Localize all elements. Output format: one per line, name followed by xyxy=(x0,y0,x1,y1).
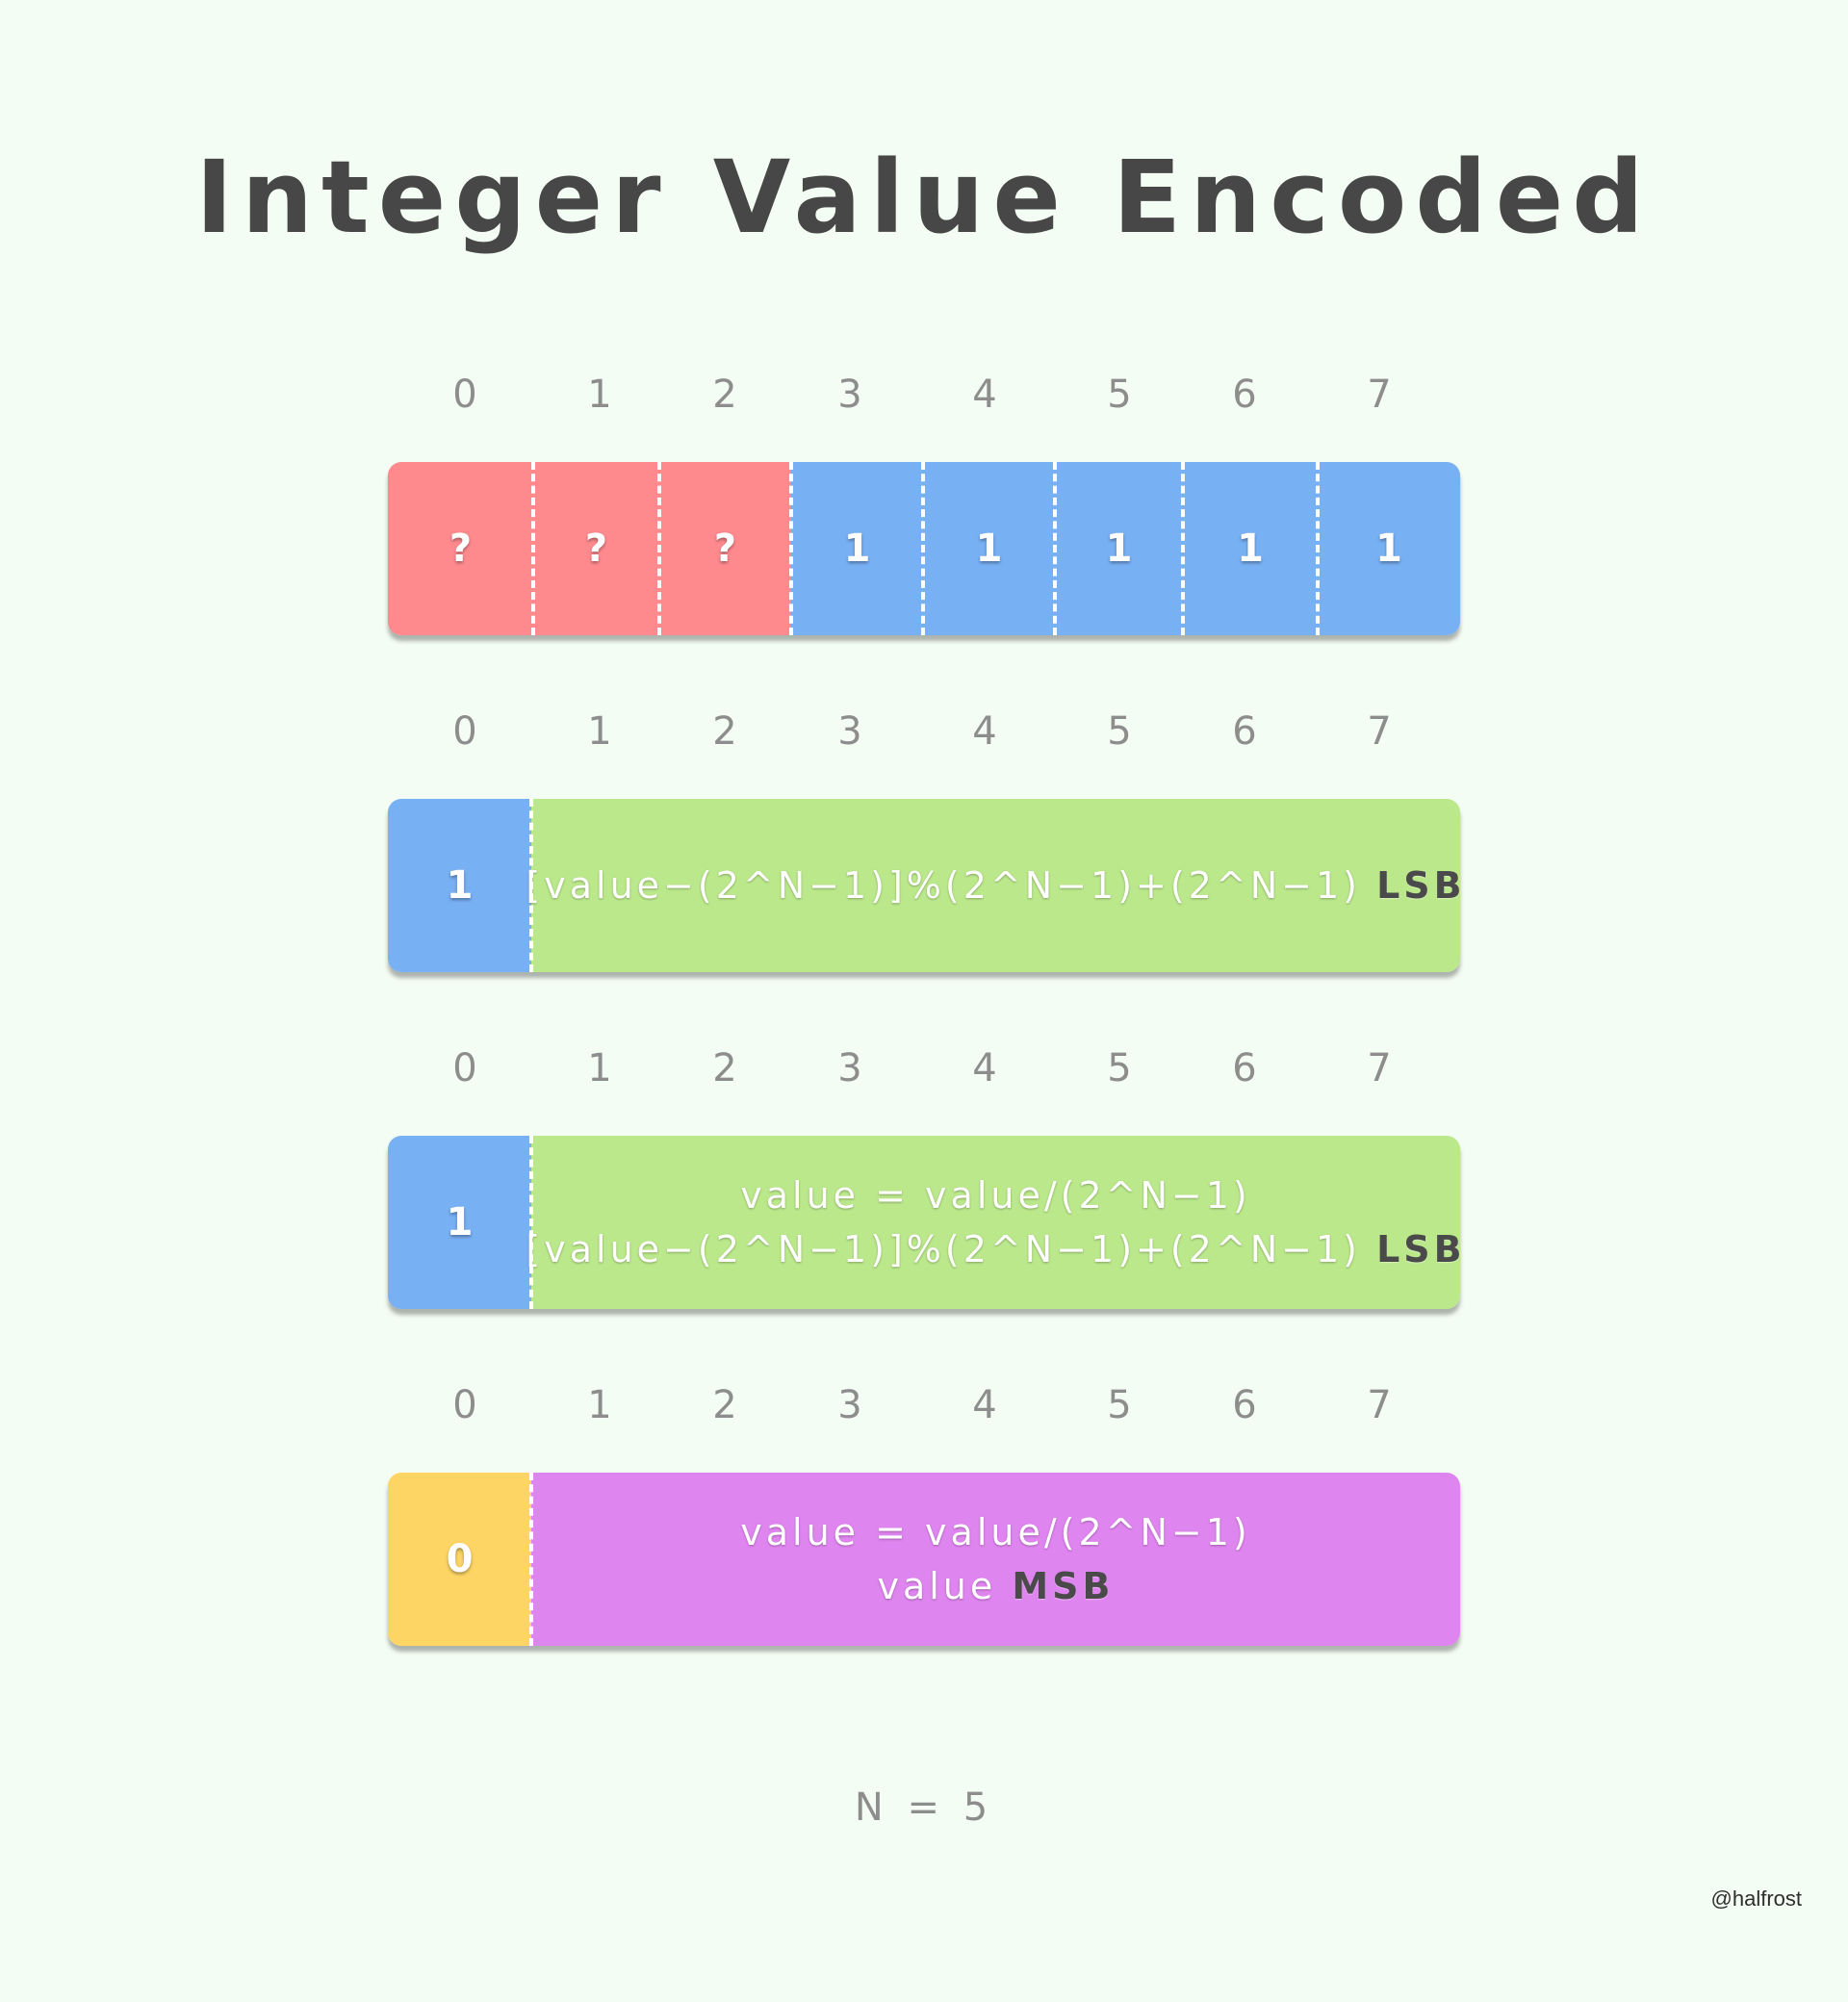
bit-index: 0 xyxy=(452,1383,477,1427)
bit-index: 1 xyxy=(587,709,612,754)
bit-value: ? xyxy=(713,526,737,571)
bit-index: 3 xyxy=(837,372,862,417)
bit-index: 1 xyxy=(587,1046,612,1091)
bit-index: 7 xyxy=(1367,709,1392,754)
byte-bar-lsb: 1 [value−(2^N−1)]%(2^N−1)+(2^N−1) LSB xyxy=(388,799,1460,972)
lsb-label: LSB xyxy=(1376,864,1460,907)
payload-cell: value = value/(2^N−1) value MSB xyxy=(531,1473,1460,1646)
bit-value: ? xyxy=(584,526,608,571)
bit-index: 6 xyxy=(1232,1046,1257,1091)
bit-index-row-4: 0 1 2 3 4 5 6 7 xyxy=(0,1376,1848,1434)
bit-divider xyxy=(1053,462,1057,635)
bit-index: 5 xyxy=(1107,1046,1132,1091)
bit-value: 1 xyxy=(1375,526,1402,571)
bit-index: 6 xyxy=(1232,372,1257,417)
bit-index: 6 xyxy=(1232,709,1257,754)
bit-cell-prefix: 1 xyxy=(1055,462,1183,635)
bit-value: 1 xyxy=(843,526,871,571)
byte-bar-continuation: 1 value = value/(2^N−1) [value−(2^N−1)]%… xyxy=(388,1136,1460,1309)
bit-index-row-2: 0 1 2 3 4 5 6 7 xyxy=(0,703,1848,760)
formula-line: value = value/(2^N−1) xyxy=(740,1168,1251,1222)
flag-value: 0 xyxy=(446,1537,474,1581)
bit-index: 0 xyxy=(452,1046,477,1091)
bit-index: 7 xyxy=(1367,1046,1392,1091)
bit-cell-unknown: ? xyxy=(388,462,533,635)
diagram-title: Integer Value Encoded xyxy=(195,139,1653,256)
flag-value: 1 xyxy=(446,863,474,908)
bit-index: 2 xyxy=(712,372,737,417)
bit-index: 7 xyxy=(1367,372,1392,417)
bit-cell-prefix: 1 xyxy=(923,462,1055,635)
formula-text: [value−(2^N−1)]%(2^N−1)+(2^N−1) xyxy=(526,1228,1361,1270)
prefix-size-note: N = 5 xyxy=(854,1785,994,1830)
bit-value: 1 xyxy=(1237,526,1264,571)
lsb-label: LSB xyxy=(1376,1228,1460,1270)
msb-label: MSB xyxy=(1012,1565,1115,1607)
author-credit: @halfrost xyxy=(1710,1886,1802,1911)
bit-index: 0 xyxy=(452,709,477,754)
formula-text: value xyxy=(877,1565,997,1607)
bit-value: 1 xyxy=(975,526,1003,571)
bit-index: 6 xyxy=(1232,1383,1257,1427)
bit-divider xyxy=(529,1136,533,1309)
bit-divider xyxy=(789,462,793,635)
bit-divider xyxy=(1181,462,1185,635)
bit-index: 5 xyxy=(1107,709,1132,754)
bit-index: 3 xyxy=(837,1383,862,1427)
flag-value: 1 xyxy=(446,1200,474,1245)
bit-divider xyxy=(529,1473,533,1646)
bit-index: 2 xyxy=(712,709,737,754)
bit-index: 3 xyxy=(837,709,862,754)
formula-text: value = value/(2^N−1) xyxy=(740,1511,1251,1553)
stop-flag-cell: 0 xyxy=(388,1473,531,1646)
bit-index: 4 xyxy=(972,1046,997,1091)
byte-bar-msb: 0 value = value/(2^N−1) value MSB xyxy=(388,1473,1460,1646)
formula-line: value MSB xyxy=(877,1559,1114,1613)
bit-index: 5 xyxy=(1107,372,1132,417)
bit-value: 1 xyxy=(1105,526,1133,571)
bit-index: 0 xyxy=(452,372,477,417)
bit-index: 1 xyxy=(587,1383,612,1427)
byte-bar-prefix-bits: ? ? ? 1 1 1 1 1 xyxy=(388,462,1460,635)
bit-index: 5 xyxy=(1107,1383,1132,1427)
continuation-flag-cell: 1 xyxy=(388,799,531,972)
bit-index: 4 xyxy=(972,372,997,417)
bit-index: 7 xyxy=(1367,1383,1392,1427)
bit-index: 4 xyxy=(972,1383,997,1427)
formula-text: value = value/(2^N−1) xyxy=(740,1174,1251,1217)
bit-divider xyxy=(529,799,533,972)
bit-divider xyxy=(531,462,535,635)
bit-divider xyxy=(921,462,925,635)
continuation-flag-cell: 1 xyxy=(388,1136,531,1309)
formula-text: [value−(2^N−1)]%(2^N−1)+(2^N−1) xyxy=(526,864,1361,907)
bit-divider xyxy=(657,462,661,635)
formula-line: [value−(2^N−1)]%(2^N−1)+(2^N−1) LSB xyxy=(526,1222,1460,1276)
bit-cell-prefix: 1 xyxy=(1183,462,1318,635)
bit-divider xyxy=(1316,462,1320,635)
bit-cell-unknown: ? xyxy=(533,462,659,635)
bit-index: 2 xyxy=(712,1046,737,1091)
bit-index: 4 xyxy=(972,709,997,754)
bit-index: 2 xyxy=(712,1383,737,1427)
formula-line: [value−(2^N−1)]%(2^N−1)+(2^N−1) LSB xyxy=(526,859,1460,912)
bit-value: ? xyxy=(449,526,473,571)
bit-index: 3 xyxy=(837,1046,862,1091)
formula-line: value = value/(2^N−1) xyxy=(740,1505,1251,1559)
bit-cell-unknown: ? xyxy=(659,462,791,635)
bit-index: 1 xyxy=(587,372,612,417)
bit-cell-prefix: 1 xyxy=(1318,462,1460,635)
payload-cell: [value−(2^N−1)]%(2^N−1)+(2^N−1) LSB xyxy=(526,799,1460,972)
payload-cell: value = value/(2^N−1) [value−(2^N−1)]%(2… xyxy=(526,1136,1460,1309)
bit-cell-prefix: 1 xyxy=(791,462,923,635)
bit-index-row-3: 0 1 2 3 4 5 6 7 xyxy=(0,1040,1848,1097)
bit-index-row-1: 0 1 2 3 4 5 6 7 xyxy=(0,366,1848,424)
